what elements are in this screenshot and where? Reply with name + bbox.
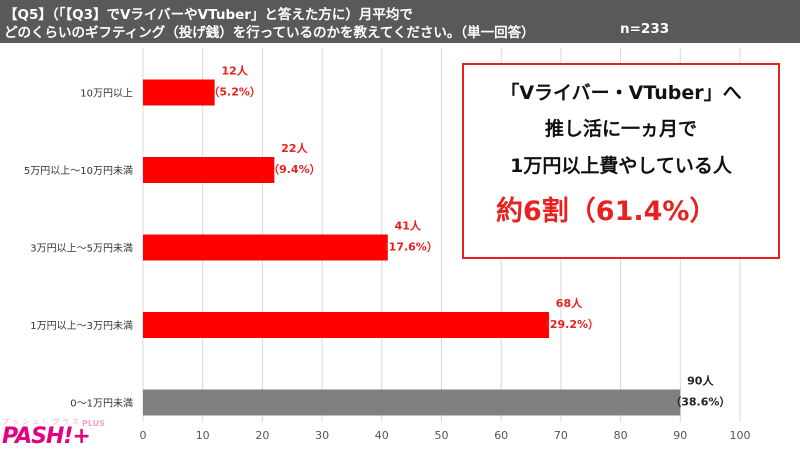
sample-size: n=233: [620, 21, 670, 37]
x-tick-label: 20: [255, 429, 269, 442]
count-label: 41人: [395, 219, 422, 233]
x-tick-label: 80: [614, 429, 628, 442]
category-label: 3万円以上〜5万円未満: [30, 243, 133, 255]
percent-label: （38.6%）: [670, 396, 730, 409]
chart-bars: [143, 79, 681, 416]
logo-main: PASH!+: [2, 424, 91, 449]
summary-callout: 「Vライバー・VTuber」へ 推し活に一ヵ月で 1万円以上費やしている人 約6…: [462, 63, 780, 259]
x-tick-label: 100: [730, 429, 751, 442]
count-label: 12人: [221, 64, 248, 78]
category-label: 5万円以上〜10万円未満: [24, 165, 133, 177]
bar: [143, 157, 275, 183]
bar: [143, 312, 549, 338]
logo-kana: プッシュ！プラス: [2, 418, 82, 426]
logo-plus: PLUS: [82, 419, 105, 428]
callout-highlight: 約6割（61.4%）: [496, 196, 717, 227]
pash-plus-logo: プッシュ！プラス PASH!+ PLUS: [2, 417, 122, 449]
percent-label: （29.2%）: [539, 318, 599, 331]
callout-line3: 1万円以上費やしている人: [510, 155, 732, 177]
percent-label: （17.6%）: [378, 241, 438, 254]
value-labels: 12人 （5.2%） 22人 （9.4%） 41人 （17.6%） 68人 （29.2%） 90…: [208, 64, 730, 409]
bar: [143, 79, 215, 106]
count-label: 68人: [556, 296, 583, 310]
question-header: 【Q5】（「【Q3】でVライバーやVTuber」と答えた方に）月平均で どのくら…: [0, 0, 800, 43]
category-label: 1万円以上〜3万円未満: [30, 320, 133, 332]
callout-line1: 「Vライバー・VTuber」へ: [500, 82, 742, 104]
x-tick-label: 60: [494, 429, 508, 442]
x-tick-label: 0: [140, 429, 147, 442]
category-label: 0〜1万円未満: [70, 398, 133, 410]
x-tick-label: 50: [435, 429, 449, 442]
category-labels: 10万円以上 5万円以上〜10万円未満 3万円以上〜5万円未満 1万円以上〜3万円未満…: [24, 88, 133, 410]
percent-label: （5.2%）: [208, 86, 261, 99]
callout-line2: 推し活に一ヵ月で: [544, 118, 697, 140]
count-label: 22人: [281, 141, 308, 155]
count-label: 90人: [687, 374, 714, 388]
bar: [143, 389, 681, 416]
x-tick-label: 70: [554, 429, 568, 442]
x-tick-label: 10: [196, 429, 210, 442]
question-title-line1: 【Q5】（「【Q3】でVライバーやVTuber」と答えた方に）月平均で: [4, 7, 413, 23]
x-axis-ticks: 0 10 20 30 40 50 60 70 80 90 100: [140, 429, 751, 442]
category-label: 10万円以上: [80, 88, 133, 100]
x-tick-label: 90: [673, 429, 687, 442]
x-tick-label: 30: [315, 429, 329, 442]
percent-label: （9.4%）: [268, 163, 321, 176]
bar-chart: 10万円以上 5万円以上〜10万円未満 3万円以上〜5万円未満 1万円以上〜3万円未満…: [24, 48, 751, 442]
question-title-line2: どのくらいのギフティング（投げ銭）を行っているのかを教えてください。（単一回答）: [4, 25, 535, 41]
bar: [143, 234, 388, 261]
x-tick-label: 40: [375, 429, 389, 442]
